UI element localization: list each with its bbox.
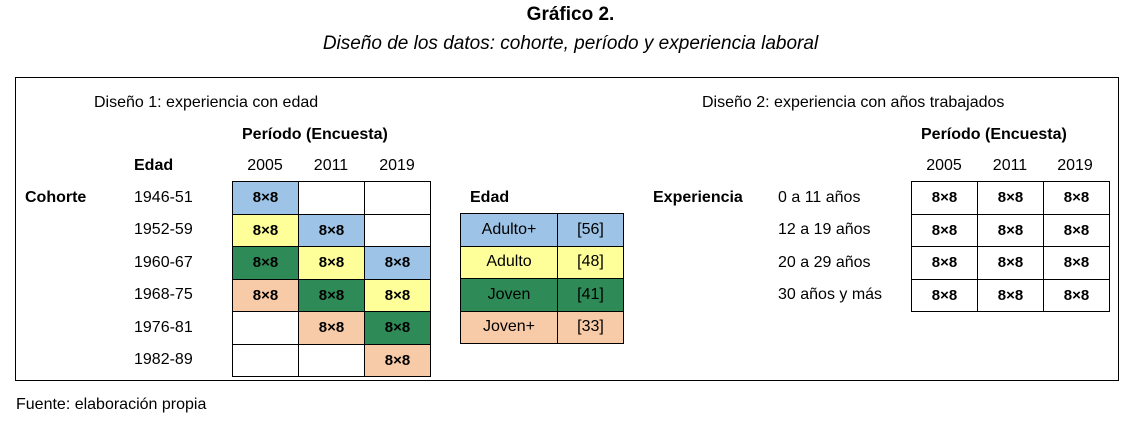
legend-item-value: [33] <box>557 310 624 344</box>
legend-item-name: Adulto <box>460 245 558 279</box>
grid-cell: 8×8 <box>364 278 431 312</box>
cohort-label: 1952-59 <box>134 221 193 238</box>
legend-item-value: [56] <box>557 213 624 247</box>
grid-cell: 8×8 <box>298 278 365 312</box>
design1-year-2011: 2011 <box>313 157 349 174</box>
legend-item: Adulto+ [56] <box>460 213 624 247</box>
legend-item: Adulto [48] <box>460 245 624 279</box>
design2-heading: Diseño 2: experiencia con años trabajado… <box>702 94 1005 111</box>
grid-cell: 8×8 <box>298 311 365 345</box>
experience-label: 20 a 29 años <box>778 254 871 271</box>
table-row: 8×8 <box>232 181 431 215</box>
legend-item: Joven+ [33] <box>460 310 624 344</box>
table-row: 8×8 8×8 8×8 <box>911 246 1110 280</box>
design1-period-label: Período (Encuesta) <box>242 126 388 143</box>
design2-year-2019: 2019 <box>1057 157 1093 174</box>
grid-cell: 8×8 <box>911 278 978 312</box>
cohort-label: 1946-51 <box>134 189 193 206</box>
grid-cell <box>298 181 365 215</box>
legend-item-value: [48] <box>557 245 624 279</box>
figure-title: Gráfico 2. <box>526 4 615 25</box>
cohort-label: 1976-81 <box>134 319 193 336</box>
grid-cell: 8×8 <box>364 343 431 377</box>
grid-cell: 8×8 <box>1043 278 1110 312</box>
design2-period-label: Período (Encuesta) <box>921 126 1067 143</box>
grid-cell: 8×8 <box>232 213 299 247</box>
legend-heading: Edad <box>470 189 510 206</box>
cohort-label: 1960-67 <box>134 254 193 271</box>
experience-label: 12 a 19 años <box>778 221 871 238</box>
grid-cell <box>232 343 299 377</box>
design2-year-2011: 2011 <box>992 157 1028 174</box>
grid-cell: 8×8 <box>977 213 1044 247</box>
grid-cell: 8×8 <box>1043 246 1110 280</box>
legend-item-value: [41] <box>557 278 624 312</box>
legend-item: Joven [41] <box>460 278 624 312</box>
grid-cell: 8×8 <box>1043 213 1110 247</box>
design2-year-2005: 2005 <box>926 157 962 174</box>
legend-item-name: Joven+ <box>460 310 558 344</box>
grid-cell: 8×8 <box>911 213 978 247</box>
design1-grid: 8×8 8×8 8×8 8×8 8×8 8×8 8×8 8×8 8×8 8×8 … <box>232 181 431 377</box>
experience-label: 0 a 11 años <box>778 189 861 206</box>
figure-subtitle: Diseño de los datos: cohorte, período y … <box>322 33 819 54</box>
design1-year-2019: 2019 <box>379 157 415 174</box>
grid-cell <box>298 343 365 377</box>
table-row: 8×8 8×8 <box>232 213 431 247</box>
design1-heading: Diseño 1: experiencia con edad <box>94 94 319 111</box>
grid-cell: 8×8 <box>364 246 431 280</box>
grid-cell: 8×8 <box>232 246 299 280</box>
table-row: 8×8 <box>232 343 431 377</box>
grid-cell: 8×8 <box>232 278 299 312</box>
grid-cell: 8×8 <box>298 246 365 280</box>
experience-label: 30 años y más <box>778 286 883 303</box>
table-row: 8×8 8×8 8×8 <box>232 246 431 280</box>
grid-cell: 8×8 <box>977 246 1044 280</box>
legend-item-name: Adulto+ <box>460 213 558 247</box>
design2-group-label: Experiencia <box>653 189 743 206</box>
grid-cell: 8×8 <box>364 311 431 345</box>
design1-year-2005: 2005 <box>247 157 283 174</box>
grid-cell: 8×8 <box>911 181 978 215</box>
design1-group-label: Cohorte <box>25 189 87 206</box>
grid-cell <box>364 181 431 215</box>
cohort-label: 1968-75 <box>134 286 193 303</box>
design2-grid: 8×8 8×8 8×8 8×8 8×8 8×8 8×8 8×8 8×8 8×8 … <box>911 181 1110 312</box>
legend-item-name: Joven <box>460 278 558 312</box>
grid-cell: 8×8 <box>911 246 978 280</box>
cohort-label: 1982-89 <box>134 351 193 368</box>
figure-frame <box>15 77 1119 381</box>
table-row: 8×8 8×8 8×8 <box>911 278 1110 312</box>
grid-cell: 8×8 <box>232 181 299 215</box>
design1-row-header: Edad <box>134 157 174 174</box>
table-row: 8×8 8×8 8×8 <box>911 213 1110 247</box>
table-row: 8×8 8×8 8×8 <box>911 181 1110 215</box>
source-note: Fuente: elaboración propia <box>16 396 207 413</box>
grid-cell <box>232 311 299 345</box>
grid-cell: 8×8 <box>298 213 365 247</box>
grid-cell: 8×8 <box>977 278 1044 312</box>
age-legend: Adulto+ [56] Adulto [48] Joven [41] Jove… <box>460 213 624 344</box>
table-row: 8×8 8×8 <box>232 311 431 345</box>
grid-cell <box>364 213 431 247</box>
table-row: 8×8 8×8 8×8 <box>232 278 431 312</box>
grid-cell: 8×8 <box>1043 181 1110 215</box>
grid-cell: 8×8 <box>977 181 1044 215</box>
